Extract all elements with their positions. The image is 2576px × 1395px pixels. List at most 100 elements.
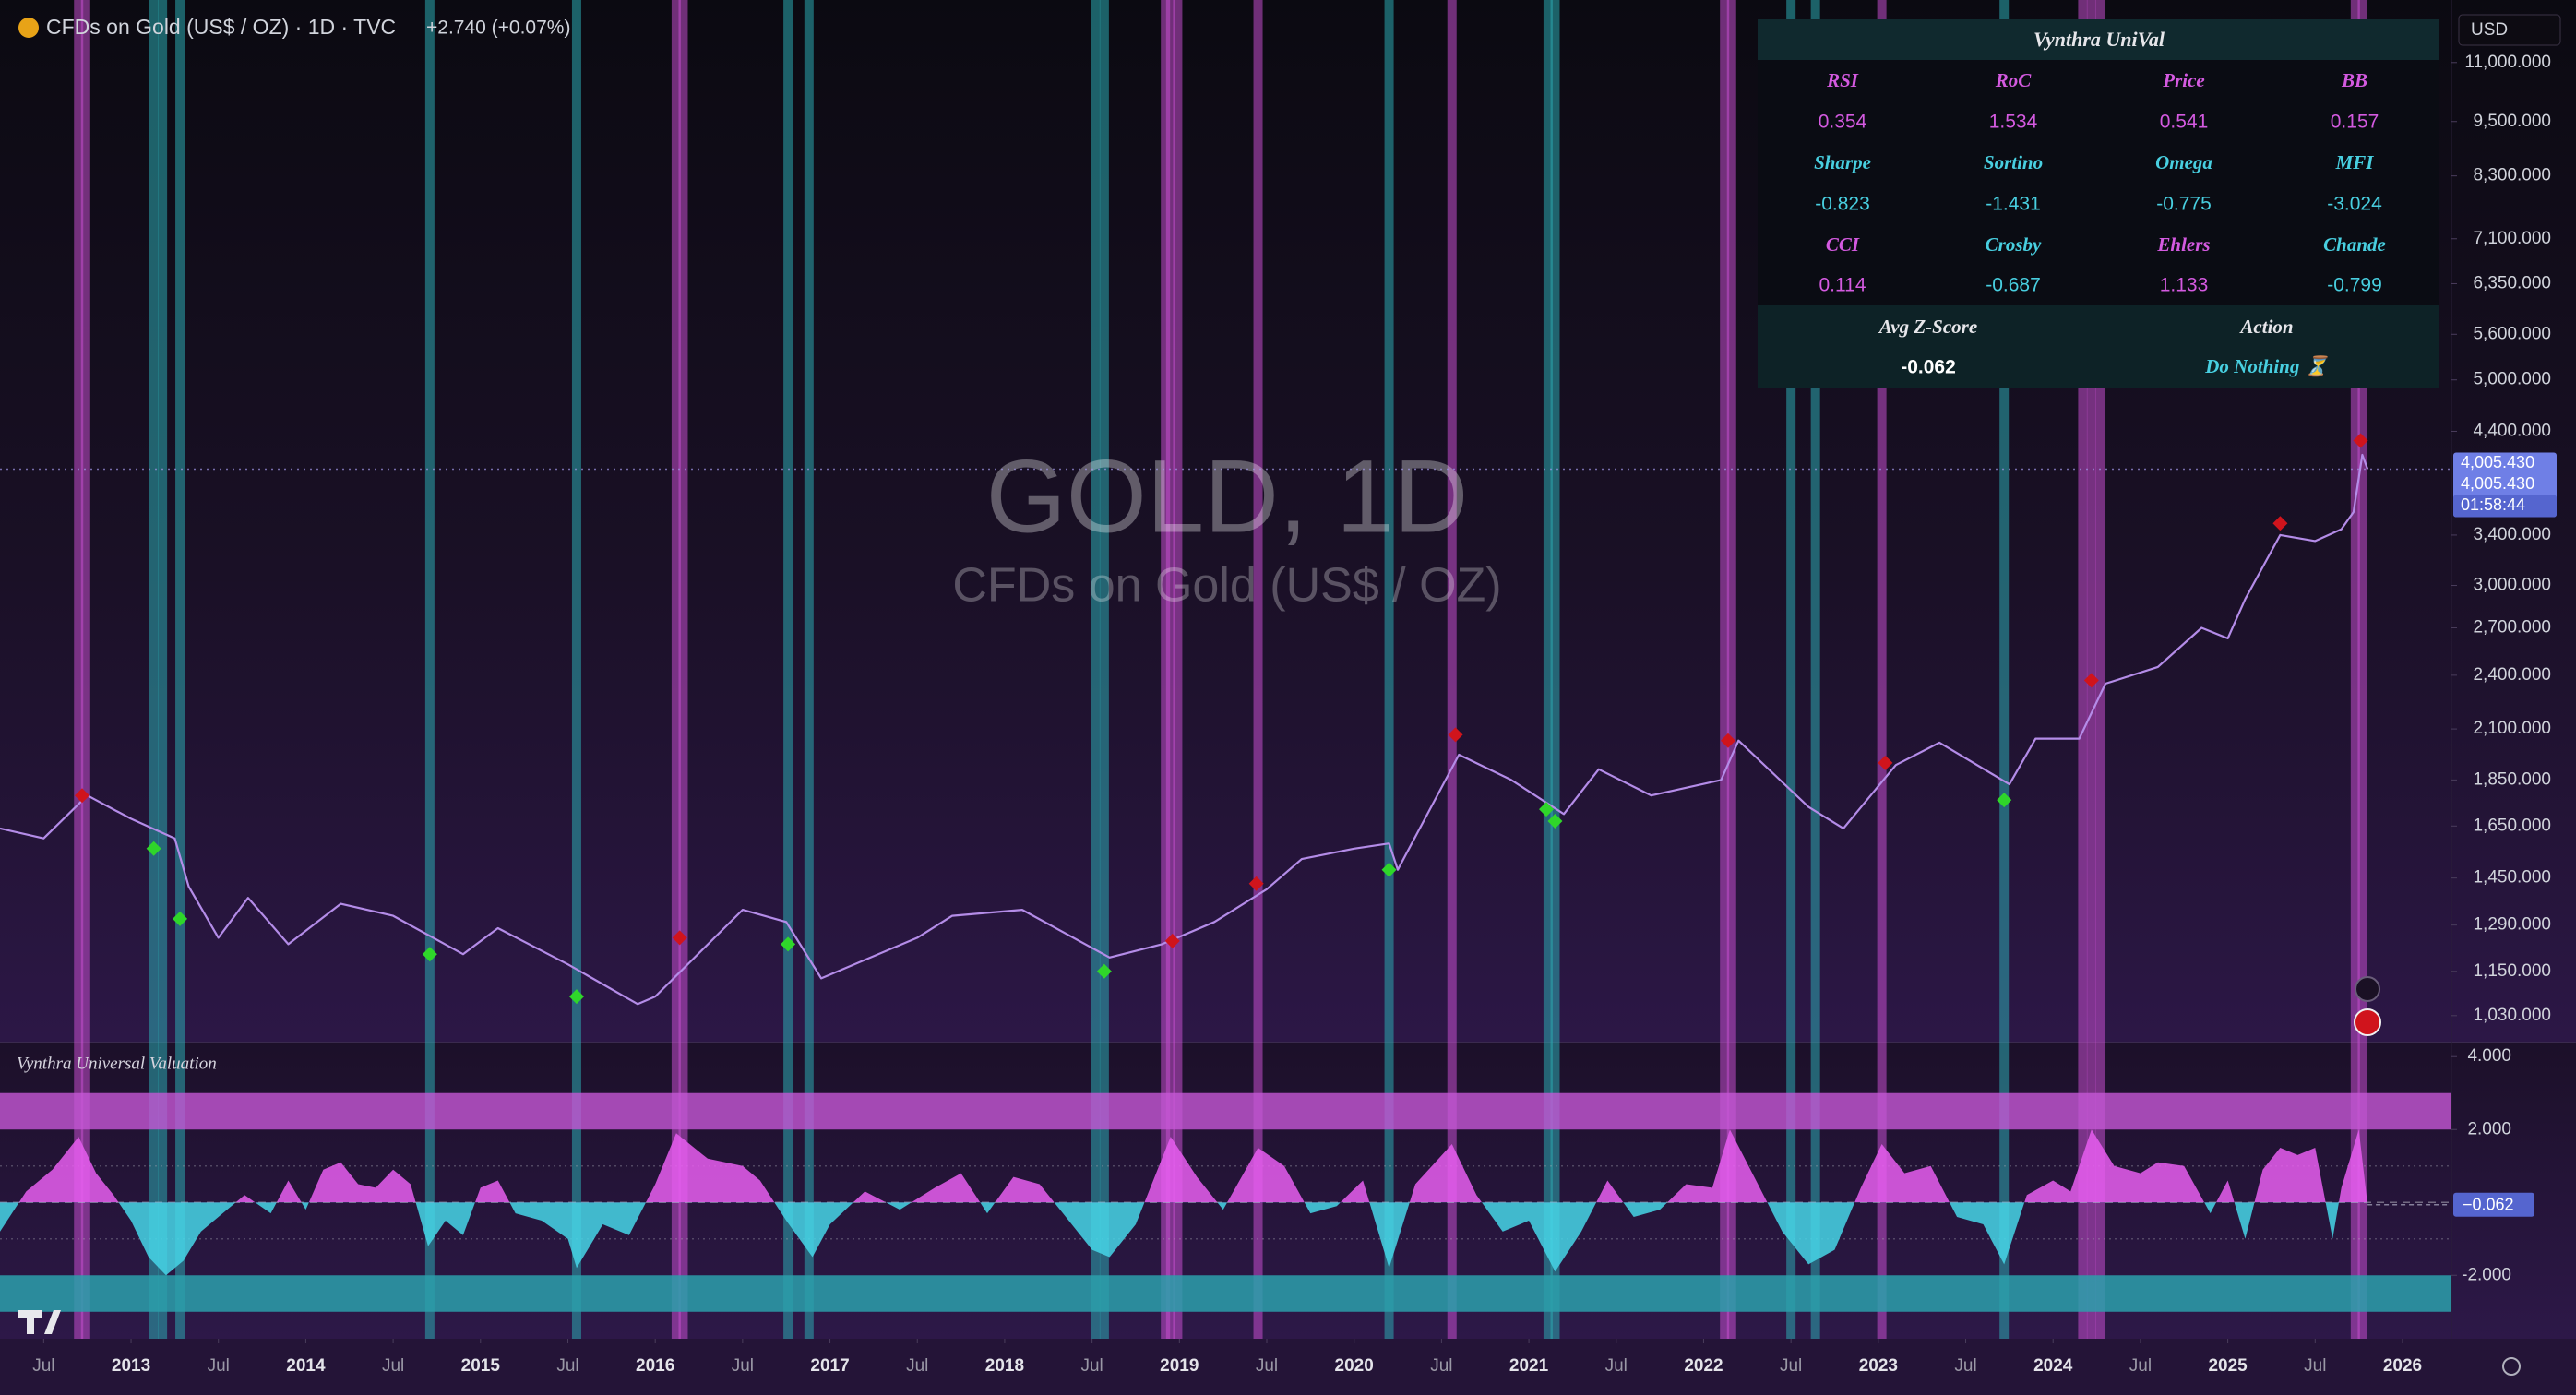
buy-signal (781, 936, 796, 952)
sell-signal (2353, 433, 2368, 448)
table-summary-bg (1758, 305, 2439, 388)
currency-button[interactable] (2458, 14, 2561, 46)
last-value-tag (2453, 1192, 2534, 1217)
x-tick-label: 2025 (2208, 1356, 2248, 1376)
signal-band (1384, 0, 1394, 1339)
signal-band (1877, 0, 1887, 1339)
summary-label: Avg Z-Score (1878, 316, 1977, 338)
y-tick-label: 3,000.000 (2473, 576, 2551, 595)
x-tick-label: Jul (32, 1356, 54, 1376)
zone (0, 1275, 2451, 1312)
time-axis (0, 1339, 2576, 1395)
x-tick-label: Jul (1256, 1356, 1278, 1376)
x-tick-label: 2014 (286, 1356, 326, 1376)
metric-label: Chande (2323, 233, 2386, 256)
currency-label[interactable]: USD (2471, 20, 2508, 40)
symbol-title[interactable]: CFDs on Gold (US$ / OZ) · 1D · TVC (46, 15, 396, 39)
countdown: 01:58:44 (2461, 495, 2525, 514)
table-header-bg (1758, 19, 2439, 60)
signal-band (74, 0, 84, 1339)
x-tick-label: Jul (1605, 1356, 1628, 1376)
price-change: +2.740 (+0.07%) (426, 18, 570, 39)
x-tick-label: 2016 (636, 1356, 674, 1376)
signal-band (804, 0, 814, 1339)
logo-mark[interactable] (18, 1310, 61, 1334)
signal-band (1253, 0, 1263, 1339)
symbol-icon[interactable] (18, 18, 39, 38)
zone (0, 1092, 2451, 1130)
axes: Jul 2013 Jul 2014 Jul 2015 Jul 2016 Jul 2017 Jul 20… (32, 53, 2557, 1376)
metric-label: Sortino (1984, 151, 2043, 173)
y-tick-label: 9,500.000 (2473, 112, 2551, 131)
y-tick-label: 8,300.000 (2473, 166, 2551, 185)
settings-icon[interactable] (2502, 1357, 2521, 1376)
buy-signal (1539, 802, 1555, 817)
signal-band (571, 0, 581, 1339)
valuation-area-positive (18, 1129, 2367, 1203)
x-tick-label: Jul (556, 1356, 578, 1376)
buy-signal (1381, 862, 1397, 877)
buy-signal (1997, 793, 2012, 808)
signal-band (1999, 0, 2010, 1339)
summary-value: -0.062 (1901, 357, 1956, 378)
x-tick-label: Jul (1780, 1356, 1802, 1376)
watermark-subtitle: CFDs on Gold (US$ / OZ) (952, 559, 1501, 613)
metric-value: -0.687 (1986, 275, 2041, 296)
band-layer (74, 0, 2367, 1339)
x-tick-label: 2024 (2033, 1356, 2073, 1376)
sell-signal (1448, 727, 1463, 743)
y-tick-label: 1,450.000 (2473, 868, 2551, 888)
countdown-tag (2453, 495, 2557, 518)
x-tick-label: 2021 (1509, 1356, 1549, 1376)
y-tick-label: 5,600.000 (2473, 324, 2551, 343)
x-tick-label: 2022 (1684, 1356, 1723, 1376)
buy-signal (422, 947, 437, 962)
y-tick-label: 1,650.000 (2473, 816, 2551, 835)
last-price-label: 4,005.430 (2461, 453, 2534, 471)
tv-logo (18, 1310, 61, 1334)
buy-signal (1547, 814, 1563, 829)
buy-signal (568, 989, 584, 1005)
metric-label: BB (2341, 69, 2367, 91)
alert-icon[interactable] (2355, 976, 2380, 1002)
price-line (0, 453, 2369, 1006)
pane-title: Vynthra Universal Valuation (17, 1054, 217, 1073)
x-tick-label: 2019 (1160, 1356, 1199, 1376)
x-tick-label: Jul (2129, 1356, 2152, 1376)
x-tick-label: 2015 (461, 1356, 501, 1376)
summary-value: Do Nothing ⏳ (2204, 354, 2329, 377)
y-tick-label: 1,850.000 (2473, 769, 2551, 789)
metric-value: -0.823 (1815, 194, 1870, 215)
signal-band (2350, 0, 2360, 1339)
sell-signal (2272, 516, 2288, 531)
metric-label: Omega (2155, 151, 2212, 173)
signal-band (175, 0, 185, 1339)
y-tick-label: 1,150.000 (2473, 961, 2551, 981)
metric-value: -0.799 (2327, 275, 2382, 296)
signal-band (1091, 0, 1101, 1339)
signal-band (671, 0, 681, 1339)
y-tick-label: 2.000 (2467, 1119, 2511, 1139)
buy-signal (146, 841, 161, 856)
table-title: Vynthra UniVal (2033, 28, 2165, 51)
y-tick-label: 5,000.000 (2473, 370, 2551, 389)
event-icon[interactable] (2354, 1008, 2381, 1036)
table-body-bg (1758, 60, 2439, 305)
x-tick-label: Jul (732, 1356, 754, 1376)
metric-label: RSI (1826, 69, 1859, 91)
metric-value: 0.541 (2160, 112, 2209, 133)
metric-label: RoC (1995, 69, 2033, 91)
sell-signal (1720, 733, 1735, 748)
buy-signal (173, 911, 188, 926)
summary-label: Action (2238, 316, 2293, 338)
x-tick-label: 2018 (985, 1356, 1024, 1376)
metric-label: Crosby (1986, 233, 2042, 256)
signal-band (1173, 0, 1183, 1339)
x-tick-label: 2020 (1335, 1356, 1374, 1376)
sell-signal (1164, 933, 1180, 948)
metric-value: 0.157 (2331, 112, 2379, 133)
y-tick-label: 1,290.000 (2473, 915, 2551, 935)
x-tick-label: 2026 (2383, 1356, 2422, 1376)
signal-band (424, 0, 435, 1339)
